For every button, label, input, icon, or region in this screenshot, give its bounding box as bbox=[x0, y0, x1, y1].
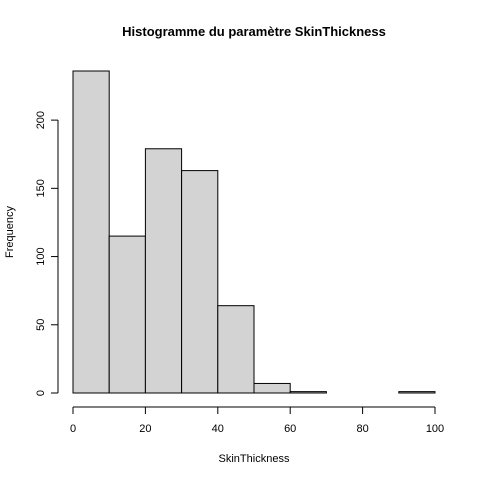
x-tick-label-100: 100 bbox=[426, 423, 444, 435]
x-axis-label: SkinThickness bbox=[219, 453, 290, 465]
x-tick-label-40: 40 bbox=[212, 423, 224, 435]
bar-40-50 bbox=[217, 305, 255, 394]
x-tick-label-20: 20 bbox=[139, 423, 151, 435]
y-tick-label-0: 0 bbox=[35, 390, 47, 396]
bar-50-60 bbox=[253, 382, 291, 394]
bar-20-30 bbox=[144, 148, 183, 394]
y-tick-label-100: 100 bbox=[35, 247, 47, 265]
y-tick-label-200: 200 bbox=[35, 111, 47, 129]
y-axis-label: Frequency bbox=[4, 206, 16, 258]
bar-10-20 bbox=[108, 235, 146, 394]
bar-90-100 bbox=[398, 391, 436, 394]
bar-60-70 bbox=[289, 391, 327, 394]
x-axis: 0 20 40 60 80 100 bbox=[70, 406, 444, 435]
bar-30-40 bbox=[181, 170, 219, 394]
y-tick-label-50: 50 bbox=[35, 319, 47, 331]
bar-0-10 bbox=[72, 70, 110, 394]
chart-title: Histogramme du paramètre SkinThickness bbox=[122, 24, 386, 39]
y-tick-label-150: 150 bbox=[35, 179, 47, 197]
x-tick-label-80: 80 bbox=[356, 423, 368, 435]
x-tick-label-60: 60 bbox=[284, 423, 296, 435]
bars-group bbox=[72, 70, 436, 394]
y-axis: 0 50 100 150 200 bbox=[35, 111, 59, 396]
x-tick-label-0: 0 bbox=[70, 423, 76, 435]
